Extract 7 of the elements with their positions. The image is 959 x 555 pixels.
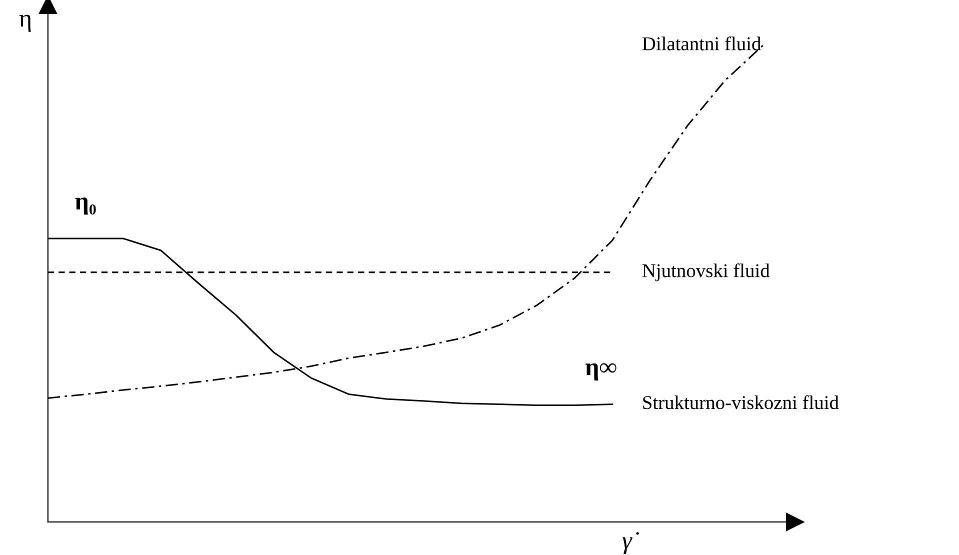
series-label: Strukturno-viskozni fluid [643,395,839,410]
annotation: η∞ [585,363,616,380]
series-label: Dilatantni fluid [642,36,761,50]
y-axis-title: η [19,14,31,32]
x-axis-title: γ̇ [622,532,639,554]
annotation: η₀ [75,198,96,215]
series-label: Njutnovski fluid [642,263,770,282]
